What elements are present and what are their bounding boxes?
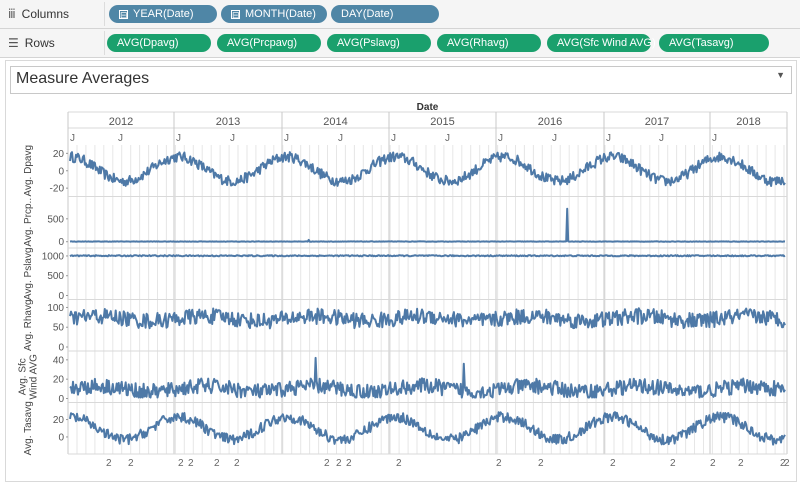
rows-drop-area[interactable]: AVG(Dpavg) AVG(Prcpavg) AVG(Pslavg) AVG(… (104, 31, 798, 55)
year-header: 2017 (645, 116, 669, 128)
month-mark: J (284, 133, 289, 144)
day-mark: 2 (496, 458, 502, 469)
month-mark: J (391, 133, 396, 144)
month-mark: J (230, 133, 235, 144)
y-axis-title: Avg. Pslavg (23, 247, 34, 300)
x-axis-title: Date (417, 102, 439, 113)
row-pill-rhavg[interactable]: AVG(Rhavg) (437, 34, 541, 52)
day-mark: 2 (784, 458, 790, 469)
y-tick-label: 500 (47, 214, 64, 225)
month-mark: J (498, 133, 503, 144)
day-mark: 2 (178, 458, 184, 469)
column-pill-year[interactable]: ⊟ YEAR(Date) (109, 5, 217, 23)
y-tick-label: 40 (53, 355, 65, 366)
view-title: Measure Averages (16, 70, 150, 87)
series-line (69, 207, 786, 243)
month-mark: J (606, 133, 611, 144)
series-line (69, 151, 786, 187)
y-axis-title: Avg. Dpavg (23, 145, 34, 197)
month-mark: J (118, 133, 123, 144)
y-axis-title: Wind AVG (29, 354, 40, 400)
collapse-icon[interactable]: ⊟ (119, 10, 128, 20)
y-tick-label: 0 (58, 432, 64, 443)
day-mark: 2 (610, 458, 616, 469)
year-header: 2014 (323, 116, 347, 128)
y-tick-label: 50 (53, 323, 65, 334)
y-tick-label: -20 (50, 184, 65, 195)
day-mark: 2 (128, 458, 134, 469)
y-tick-label: 0 (58, 237, 64, 248)
y-tick-label: 0 (58, 291, 64, 302)
column-pill-day[interactable]: DAY(Date) (331, 5, 439, 23)
y-axis-title: Avg. Sfc (18, 358, 29, 395)
columns-shelf-label: ⅲ Columns (8, 0, 69, 28)
row-pill-prcpavg[interactable]: AVG(Prcpavg) (217, 34, 321, 52)
axis-title-group: Avg. Prcp.. (23, 198, 34, 247)
y-tick-label: 0 (58, 394, 64, 405)
columns-shelf: ⅲ Columns ⊟ YEAR(Date) ⊟ MONTH(Date) DAY(D… (0, 0, 800, 29)
worksheet-view: Measure Averages ▼ Date 2012 2013 2014 2015 2… (5, 60, 797, 482)
line-chart[interactable]: Date 2012 2013 2014 2015 2016 2017 2018 J J J J J J J J… (6, 61, 796, 481)
y-tick-label: 20 (53, 375, 65, 386)
day-mark: 2 (106, 458, 112, 469)
day-mark: 2 (538, 458, 544, 469)
axis-title-group: Avg. Rhavg (23, 299, 34, 351)
columns-drop-area[interactable]: ⊟ YEAR(Date) ⊟ MONTH(Date) DAY(Date) (104, 2, 798, 26)
month-mark: J (70, 133, 75, 144)
day-mark: 2 (234, 458, 240, 469)
year-header: 2018 (736, 116, 760, 128)
month-mark: J (445, 133, 450, 144)
month-mark: J (712, 133, 717, 144)
day-mark: 2 (336, 458, 342, 469)
day-mark: 2 (214, 458, 220, 469)
series-line (69, 307, 786, 330)
axis-title-group: Avg. Dpavg (23, 145, 34, 197)
day-mark: 2 (346, 458, 352, 469)
axis-title-group: Avg. Pslavg (23, 247, 34, 300)
y-axis-title: Avg. Rhavg (23, 299, 34, 351)
row-pill-sfc-wind[interactable]: AVG(Sfc Wind AVG) (547, 34, 656, 52)
axis-title-group: Avg. Sfc Wind AVG (18, 354, 40, 400)
chevron-down-icon[interactable]: ▼ (776, 70, 785, 80)
month-mark: J (338, 133, 343, 144)
y-tick-label: 20 (53, 149, 65, 160)
rows-shelf-label: ☰ Rows (8, 29, 55, 57)
y-tick-label: 0 (58, 343, 64, 354)
day-mark: 2 (396, 458, 402, 469)
series-line (69, 254, 786, 258)
title-filter-box[interactable]: Measure Averages ▼ (10, 66, 792, 94)
y-tick-label: 100 (47, 303, 64, 314)
day-mark: 2 (324, 458, 330, 469)
rows-shelf: ☰ Rows AVG(Dpavg) AVG(Prcpavg) AVG(Pslav… (0, 29, 800, 58)
series-line (69, 356, 786, 399)
y-tick-label: 1000 (42, 251, 65, 262)
row-pill-pslavg[interactable]: AVG(Pslavg) (327, 34, 431, 52)
y-tick-label: 500 (47, 271, 64, 282)
row-pill-tasavg[interactable]: AVG(Tasavg) (659, 34, 769, 52)
axis-title-group: Avg. Tasavg (23, 401, 34, 455)
collapse-icon[interactable]: ⊟ (231, 10, 240, 20)
day-mark: 2 (188, 458, 194, 469)
month-mark: J (659, 133, 664, 144)
year-header: 2013 (216, 116, 240, 128)
rows-icon: ☰ (8, 36, 19, 50)
row-pill-dpavg[interactable]: AVG(Dpavg) (107, 34, 211, 52)
column-pill-month[interactable]: ⊟ MONTH(Date) (221, 5, 327, 23)
day-mark: 2 (670, 458, 676, 469)
day-mark: 2 (710, 458, 716, 469)
day-mark: 2 (738, 458, 744, 469)
year-header: 2016 (538, 116, 562, 128)
month-mark: J (552, 133, 557, 144)
y-axis-title: Avg. Tasavg (23, 401, 34, 455)
month-mark: J (176, 133, 181, 144)
y-tick-label: 20 (53, 415, 65, 426)
columns-icon: ⅲ (8, 7, 16, 21)
day-mark: 2 (780, 458, 786, 469)
year-header: 2015 (430, 116, 454, 128)
series-line (69, 411, 786, 446)
y-axis-title: Avg. Prcp.. (23, 198, 34, 247)
y-tick-label: 0 (58, 166, 64, 177)
year-header: 2012 (109, 116, 133, 128)
